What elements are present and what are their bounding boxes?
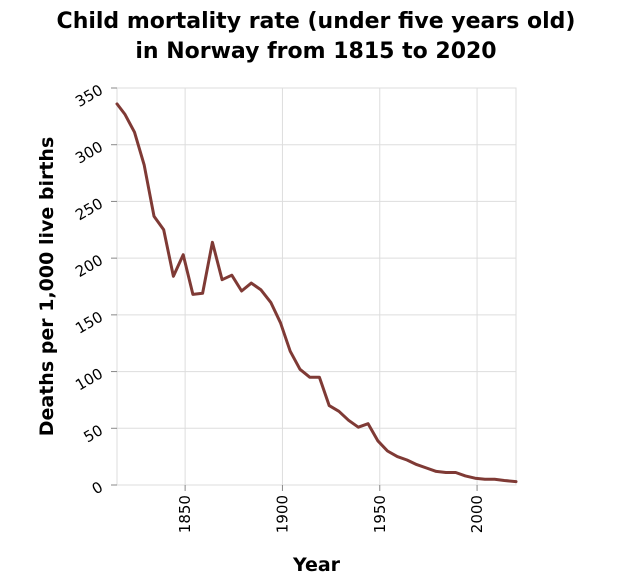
chart-title-line-1: Child mortality rate (under five years o… xyxy=(57,9,576,34)
x-tick-label: 1850 xyxy=(176,495,194,533)
chart-title-line-2: in Norway from 1815 to 2020 xyxy=(135,39,496,64)
x-axis: 1850 1900 1950 2000 xyxy=(176,485,486,533)
y-axis-title: Deaths per 1,000 live births xyxy=(36,137,58,437)
plot-frame xyxy=(116,87,517,486)
y-tick-label: 350 xyxy=(72,81,106,111)
y-tick-label: 200 xyxy=(72,251,106,281)
y-tick-label: 150 xyxy=(72,308,106,338)
y-tick-label: 300 xyxy=(72,138,106,168)
x-tick-label: 1900 xyxy=(273,495,291,533)
y-tick-label: 0 xyxy=(89,478,106,498)
y-tick-label: 50 xyxy=(80,421,106,446)
y-tick-label: 250 xyxy=(72,194,106,224)
grid xyxy=(117,87,516,486)
x-tick-label: 1950 xyxy=(371,495,389,533)
series-line xyxy=(115,102,518,484)
x-axis-title: Year xyxy=(292,554,341,576)
y-tick-label: 100 xyxy=(72,364,106,394)
y-axis: 0 50 100 150 200 250 300 350 xyxy=(72,81,117,498)
x-tick-label: 2000 xyxy=(468,495,486,533)
